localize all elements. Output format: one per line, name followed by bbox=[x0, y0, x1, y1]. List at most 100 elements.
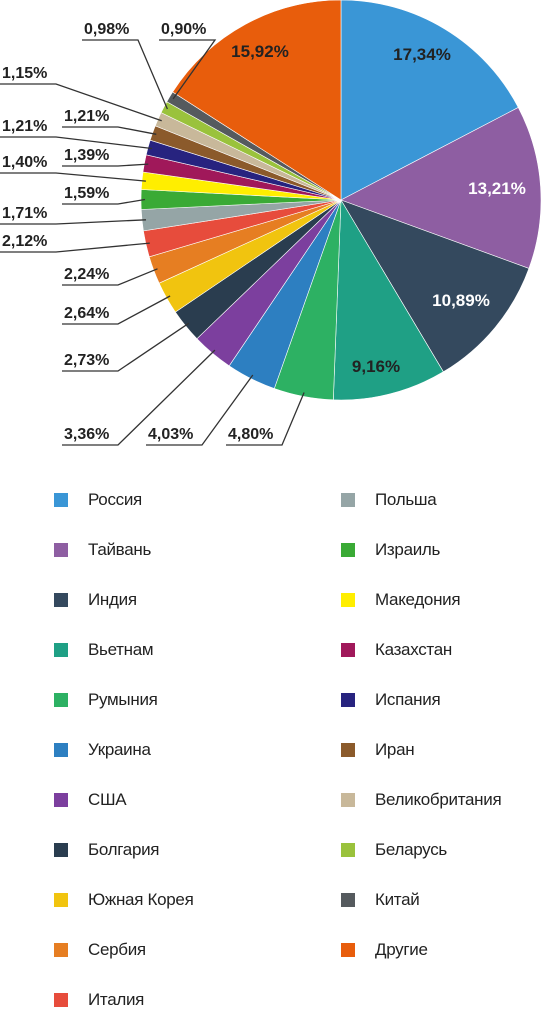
legend-label: Израиль bbox=[375, 540, 441, 559]
slice-label-тайвань: 13,21% bbox=[468, 179, 526, 198]
leader-lines bbox=[0, 39, 305, 446]
legend-swatch bbox=[54, 693, 68, 707]
legend-swatch bbox=[54, 993, 68, 1007]
slice-label-китай: 0,90% bbox=[161, 21, 206, 38]
legend-swatch bbox=[341, 843, 355, 857]
legend-item-индия: Индия bbox=[54, 588, 137, 612]
slice-label-другие: 15,92% bbox=[231, 42, 289, 61]
legend-item-иран: Иран bbox=[341, 738, 415, 762]
legend-item-италия: Италия bbox=[54, 988, 144, 1012]
leader-line-сша bbox=[62, 349, 216, 446]
pie-slices bbox=[140, 0, 541, 401]
legend-label: Южная Корея bbox=[88, 890, 194, 909]
legend-item-южная-корея: Южная Корея bbox=[54, 888, 194, 912]
legend-item-беларусь: Беларусь bbox=[341, 838, 447, 862]
slice-label-сербия: 2,24% bbox=[64, 266, 109, 283]
leader-line-болгария bbox=[62, 322, 190, 372]
legend-swatch bbox=[54, 493, 68, 507]
slice-label-израиль: 1,59% bbox=[64, 185, 109, 202]
slice-label-индия: 10,89% bbox=[432, 291, 490, 310]
legend-label: Македония bbox=[375, 590, 461, 609]
legend-item-израиль: Израиль bbox=[341, 538, 440, 562]
legend-swatch bbox=[54, 743, 68, 757]
legend-item-украина: Украина bbox=[54, 738, 151, 762]
legend-label: Болгария bbox=[88, 840, 160, 859]
legend-item-великобритания: Великобритания bbox=[341, 788, 502, 812]
leader-line-украина bbox=[146, 374, 254, 446]
legend-label: Китай bbox=[375, 890, 420, 909]
legend-swatch bbox=[341, 493, 355, 507]
legend-item-казахстан: Казахстан bbox=[341, 638, 452, 662]
slice-label-казахстан: 1,39% bbox=[64, 147, 109, 164]
leader-line-китай bbox=[159, 39, 217, 100]
legend-swatch bbox=[341, 593, 355, 607]
legend-label: Тайвань bbox=[88, 540, 152, 559]
legend-swatch bbox=[341, 943, 355, 957]
legend-label: Казахстан bbox=[375, 640, 452, 659]
pie-chart: 17,34% 13,21% 10,89% 9,16% 4,80% 4,03% 3,36% 2,… bbox=[0, 0, 541, 446]
slice-label-беларусь: 0,98% bbox=[84, 21, 129, 38]
legend-label: Сербия bbox=[88, 940, 146, 959]
legend-swatch bbox=[54, 593, 68, 607]
legend-item-испания: Испания bbox=[341, 688, 441, 712]
slice-label-румыния: 4,80% bbox=[228, 426, 273, 443]
slice-label-болгария: 2,73% bbox=[64, 352, 109, 369]
legend-label: Украина bbox=[88, 740, 151, 759]
legend-item-китай: Китай bbox=[341, 888, 420, 912]
legend-item-румыния: Румыния bbox=[54, 688, 158, 712]
pie-slice-тайвань bbox=[340, 107, 541, 269]
leader-line-румыния bbox=[226, 392, 305, 446]
legend-swatch bbox=[54, 793, 68, 807]
slice-label-испания: 1,21% bbox=[2, 118, 47, 135]
legend-swatch bbox=[54, 843, 68, 857]
legend-label: Испания bbox=[375, 690, 441, 709]
legend-item-сербия: Сербия bbox=[54, 938, 146, 962]
legend-swatch bbox=[341, 743, 355, 757]
legend-swatch bbox=[54, 943, 68, 957]
legend-swatch bbox=[341, 793, 355, 807]
legend-label: Беларусь bbox=[375, 840, 447, 859]
legend-label: Италия bbox=[88, 990, 145, 1009]
slice-label-россия: 17,34% bbox=[393, 45, 451, 64]
slice-label-украина: 4,03% bbox=[148, 426, 193, 443]
leader-line-израиль bbox=[62, 198, 146, 205]
leader-line-италия bbox=[0, 242, 150, 253]
slice-labels: 17,34% 13,21% 10,89% 9,16% 4,80% 4,03% 3,36% 2,… bbox=[2, 21, 526, 443]
pie-slice-другие bbox=[172, 0, 342, 201]
legend-swatch bbox=[54, 543, 68, 557]
legend-label: Россия bbox=[88, 490, 142, 509]
slice-label-южная-корея: 2,64% bbox=[64, 305, 109, 322]
slice-label-сша: 3,36% bbox=[64, 426, 109, 443]
legend-item-болгария: Болгария bbox=[54, 838, 160, 862]
legend-label: Вьетнам bbox=[88, 640, 154, 659]
pie-slice-индия bbox=[340, 199, 530, 373]
legend-item-россия: Россия bbox=[54, 488, 142, 512]
leader-line-великобритания bbox=[0, 83, 162, 122]
legend-swatch bbox=[54, 893, 68, 907]
legend-item-сша: США bbox=[54, 788, 127, 812]
slice-label-польша: 1,71% bbox=[2, 205, 47, 222]
legend-label: Иран bbox=[375, 740, 415, 759]
legend-item-македония: Македония bbox=[341, 588, 461, 612]
legend-swatch bbox=[54, 643, 68, 657]
leader-line-испания bbox=[0, 136, 152, 150]
legend-item-вьетнам: Вьетнам bbox=[54, 638, 154, 662]
legend-label: США bbox=[88, 790, 127, 809]
legend-item-тайвань: Тайвань bbox=[54, 538, 151, 562]
legend-swatch bbox=[341, 543, 355, 557]
pie-slice-россия bbox=[340, 0, 519, 201]
legend-swatch bbox=[341, 893, 355, 907]
legend-swatch bbox=[341, 693, 355, 707]
legend-swatch bbox=[341, 643, 355, 657]
slice-label-вьетнам: 9,16% bbox=[352, 357, 400, 376]
slice-label-италия: 2,12% bbox=[2, 233, 47, 250]
slice-label-иран: 1,21% bbox=[64, 108, 109, 125]
legend-label: Другие bbox=[375, 940, 428, 959]
legend-label: Индия bbox=[88, 590, 137, 609]
legend-label: Польша bbox=[375, 490, 437, 509]
leader-line-иран bbox=[62, 126, 157, 135]
leader-line-польша bbox=[0, 219, 147, 225]
legend-label: Румыния bbox=[88, 690, 158, 709]
legend-item-другие: Другие bbox=[341, 938, 428, 962]
legend-label: Великобритания bbox=[375, 790, 502, 809]
